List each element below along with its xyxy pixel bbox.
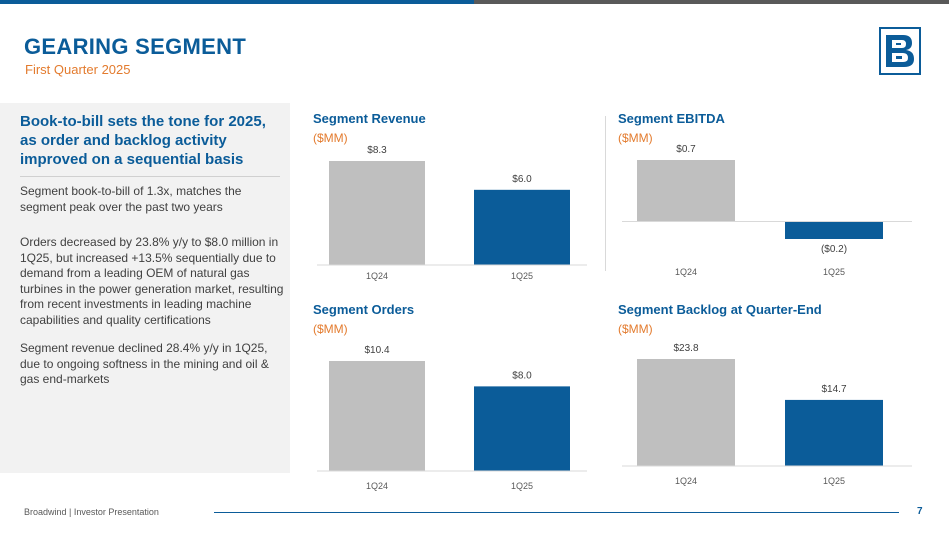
data-label: ($0.2) <box>821 244 847 255</box>
segment-orders-chart: Segment Orders ($MM) $10.4 1Q24 $8.0 1Q25 <box>313 302 593 492</box>
chart-unit: ($MM) <box>618 131 653 145</box>
data-label: $6.0 <box>512 174 532 185</box>
chart-unit: ($MM) <box>618 322 653 336</box>
page-subtitle: First Quarter 2025 <box>25 62 131 77</box>
chart-unit: ($MM) <box>313 322 348 336</box>
bar-1q24 <box>329 361 425 471</box>
category-label: 1Q25 <box>823 476 845 486</box>
category-label: 1Q25 <box>511 481 533 491</box>
summary-paragraph-orders: Orders decreased by 23.8% y/y to $8.0 mi… <box>20 235 284 327</box>
category-label: 1Q24 <box>675 476 697 486</box>
data-label: $8.0 <box>512 370 532 381</box>
broadwind-logo-icon <box>879 27 921 75</box>
bar-1q24 <box>637 359 735 466</box>
top-accent-bar-blue <box>0 0 474 4</box>
category-label: 1Q24 <box>366 481 388 491</box>
footer-text: Broadwind | Investor Presentation <box>24 507 159 517</box>
segment-ebitda-chart: Segment EBITDA ($MM) $0.7 1Q24 ($0.2) 1Q25 <box>618 111 913 286</box>
summary-paragraph-revenue: Segment revenue declined 28.4% y/y in 1Q… <box>20 341 269 387</box>
top-accent-bar-gray <box>474 0 949 4</box>
bar-1q25 <box>474 189 570 265</box>
bar-1q25 <box>785 399 883 466</box>
summary-paragraph-book-to-bill: Segment book-to-bill of 1.3x, matches th… <box>20 184 242 214</box>
data-label: $0.7 <box>676 144 696 155</box>
data-label: $8.3 <box>367 145 387 156</box>
bar-1q24 <box>637 160 735 222</box>
chart-separator <box>605 116 606 271</box>
summary-headline: Book-to-bill sets the tone for 2025, as … <box>20 113 266 168</box>
data-label: $23.8 <box>673 343 698 354</box>
chart-plot: $0.7 1Q24 ($0.2) 1Q25 <box>622 144 912 277</box>
chart-title: Segment EBITDA <box>618 111 725 126</box>
chart-unit: ($MM) <box>313 131 348 145</box>
data-label: $14.7 <box>821 384 846 395</box>
footer-rule <box>214 512 899 513</box>
page-number: 7 <box>917 506 923 517</box>
bar-1q24 <box>329 161 425 265</box>
summary-divider <box>20 176 280 177</box>
segment-backlog-chart: Segment Backlog at Quarter-End ($MM) $23… <box>618 302 913 492</box>
category-label: 1Q24 <box>366 271 388 281</box>
bar-1q25 <box>474 386 570 471</box>
chart-title: Segment Revenue <box>313 111 426 126</box>
category-label: 1Q25 <box>511 271 533 281</box>
segment-revenue-chart: Segment Revenue ($MM) $8.3 1Q24 $6.0 1Q25 <box>313 111 593 286</box>
chart-title: Segment Orders <box>313 302 415 317</box>
data-label: $10.4 <box>364 345 389 356</box>
bar-1q25 <box>785 221 883 239</box>
page-title: GEARING SEGMENT <box>24 34 247 59</box>
chart-plot: $23.8 1Q24 $14.7 1Q25 <box>622 343 912 486</box>
chart-plot: $8.3 1Q24 $6.0 1Q25 <box>317 145 587 281</box>
chart-plot: $10.4 1Q24 $8.0 1Q25 <box>317 345 587 491</box>
category-label: 1Q24 <box>675 267 697 277</box>
summary-panel <box>0 103 290 473</box>
category-label: 1Q25 <box>823 267 845 277</box>
chart-title: Segment Backlog at Quarter-End <box>618 302 822 317</box>
